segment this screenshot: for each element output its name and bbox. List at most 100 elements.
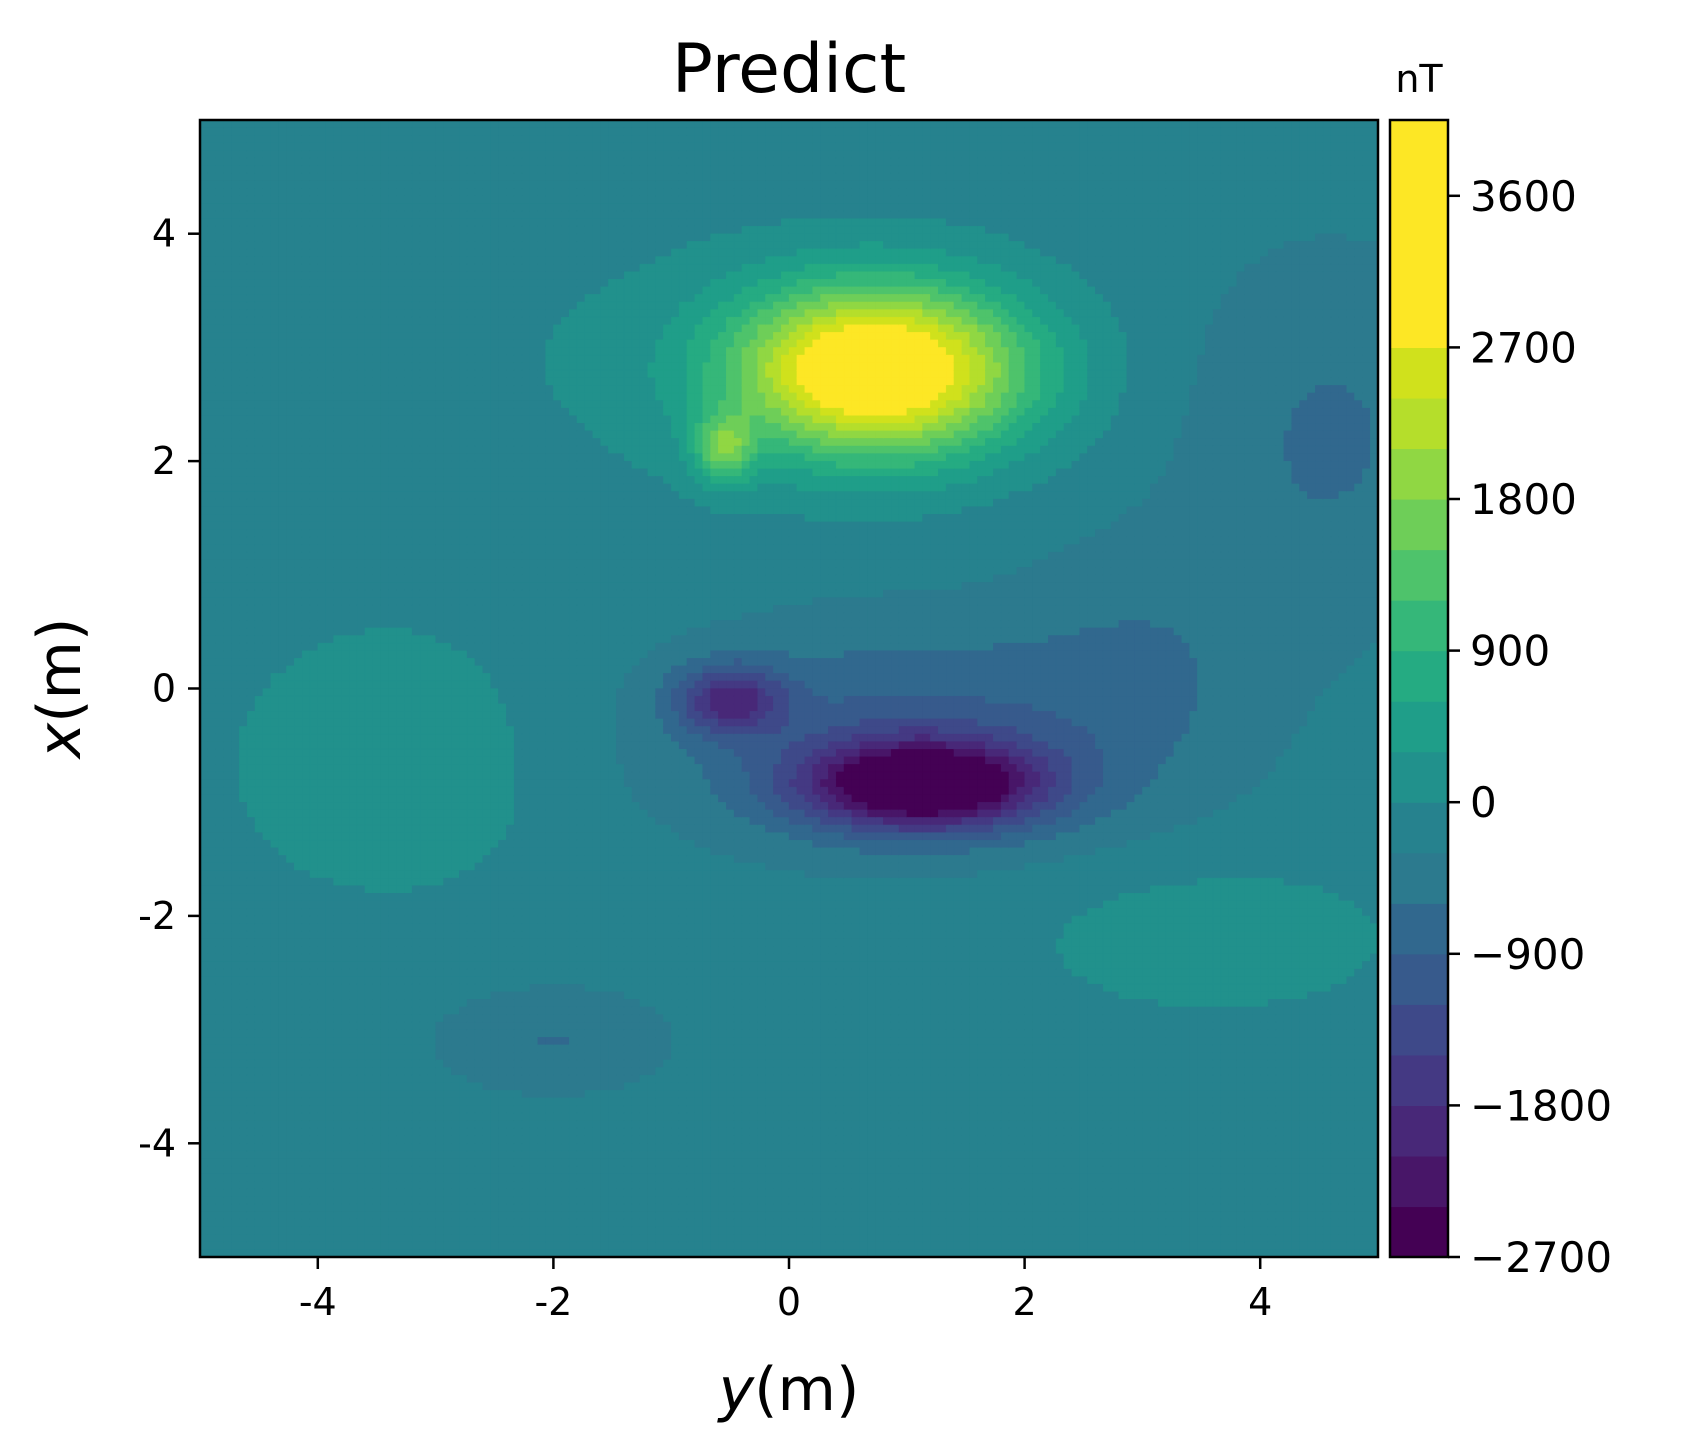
contour-cell [279,150,287,158]
contour-cell [294,1090,302,1098]
contour-cell [420,711,428,719]
contour-cell [443,681,451,689]
contour-cell [231,582,239,590]
contour-cell [302,817,310,825]
contour-cell [310,689,318,697]
contour-cell [255,810,263,818]
contour-cell [428,742,436,750]
contour-cell [310,863,318,871]
contour-cell [255,1196,263,1204]
contour-cell [334,923,342,931]
contour-cell [365,825,373,833]
contour-cell [341,749,349,757]
contour-cell [365,1181,373,1189]
contour-cell [373,1219,381,1227]
contour-cell [428,355,436,363]
contour-cell [396,848,404,856]
contour-cell [420,870,428,878]
contour-cell [279,658,287,666]
contour-cell [326,954,334,962]
contour-cell [279,226,287,234]
contour-cell [239,400,247,408]
contour-cell [326,552,334,560]
contour-cell [373,165,381,173]
contour-cell [208,840,216,848]
contour-cell [357,317,365,325]
contour-cell [420,749,428,757]
contour-cell [294,635,302,643]
contour-cell [388,226,396,234]
contour-cell [231,234,239,242]
contour-cell [294,825,302,833]
contour-cell [420,916,428,924]
contour-cell [310,613,318,621]
contour-cell [349,651,357,659]
contour-cell [349,969,357,977]
contour-cell [326,977,334,985]
contour-cell [373,378,381,386]
contour-cell [286,1068,294,1076]
contour-cell [239,681,247,689]
contour-cell [310,135,318,143]
contour-cell [224,1136,232,1144]
contour-cell [294,1030,302,1038]
contour-cell [357,1136,365,1144]
contour-cell [326,173,334,181]
contour-cell [200,620,208,628]
contour-cell [436,507,444,515]
contour-cell [396,226,404,234]
contour-cell [263,954,271,962]
contour-cell [302,1052,310,1060]
contour-cell [216,711,224,719]
contour-cell [459,219,467,227]
contour-cell [286,393,294,401]
contour-cell [263,886,271,894]
contour-cell [396,726,404,734]
contour-cell [318,1234,326,1242]
contour-cell [341,1121,349,1129]
contour-cell [208,211,216,219]
contour-cell [271,1242,279,1250]
contour-cell [271,628,279,636]
contour-cell [208,582,216,590]
contour-cell [381,279,389,287]
contour-cell [216,923,224,931]
contour-cell [451,870,459,878]
contour-cell [341,287,349,295]
contour-cell [271,423,279,431]
contour-cell [286,522,294,530]
contour-cell [388,158,396,166]
contour-cell [436,1022,444,1030]
contour-cell [200,696,208,704]
contour-cell [428,484,436,492]
contour-cell [381,499,389,507]
contour-cell [216,1007,224,1015]
contour-cell [286,863,294,871]
contour-cell [381,400,389,408]
contour-cell [428,226,436,234]
contour-cell [279,1060,287,1068]
contour-cell [247,1037,255,1045]
contour-cell [459,416,467,424]
contour-cell [420,696,428,704]
contour-cell [286,643,294,651]
contour-cell [263,742,271,750]
contour-cell [255,393,263,401]
contour-cell [373,393,381,401]
contour-cell [271,173,279,181]
contour-cell [239,173,247,181]
contour-cell [334,317,342,325]
contour-cell [420,689,428,697]
contour-cell [310,582,318,590]
contour-cell [263,946,271,954]
contour-cell [224,416,232,424]
contour-cell [255,1068,263,1076]
contour-cell [279,317,287,325]
contour-cell [302,582,310,590]
contour-cell [279,431,287,439]
contour-cell [428,1128,436,1136]
contour-cell [365,673,373,681]
contour-cell [341,825,349,833]
contour-cell [365,385,373,393]
contour-cell [271,1181,279,1189]
